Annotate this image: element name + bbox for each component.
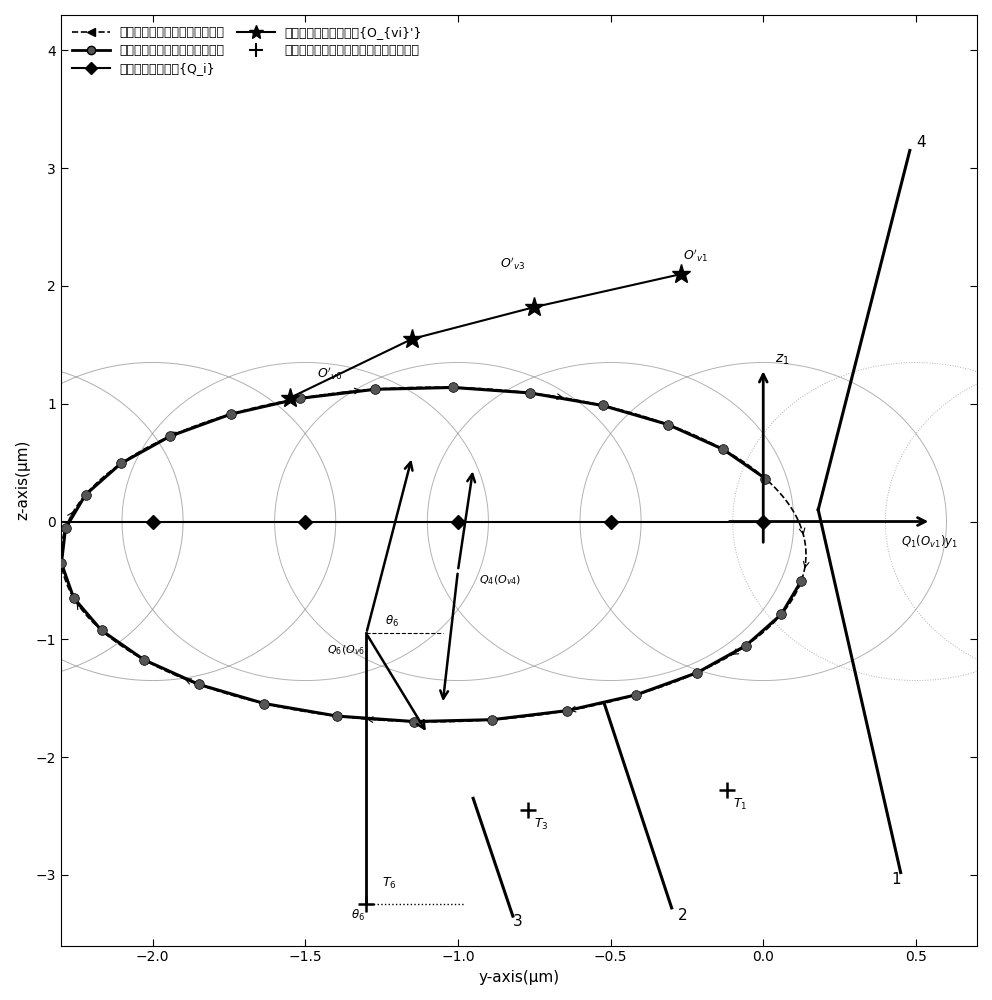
Text: 1: 1	[892, 872, 901, 887]
Text: $O'_{v1}$: $O'_{v1}$	[683, 248, 709, 264]
Text: 2: 2	[678, 908, 687, 923]
X-axis label: y-axis(μm): y-axis(μm)	[478, 970, 559, 985]
Y-axis label: z-axis(μm): z-axis(μm)	[15, 440, 30, 520]
Text: $\theta_6$: $\theta_6$	[385, 614, 399, 629]
Text: $Q_4(O_{v4})$: $Q_4(O_{v4})$	[479, 573, 522, 587]
Text: $\theta_6$: $\theta_6$	[351, 907, 365, 923]
Text: $T_1$: $T_1$	[733, 797, 747, 812]
Text: $O'_{v6}$: $O'_{v6}$	[316, 365, 342, 382]
Text: $Q_6(O_{v6})$: $Q_6(O_{v6})$	[326, 644, 369, 657]
Text: $Q_1(O_{v1})y_1$: $Q_1(O_{v1})y_1$	[901, 533, 958, 550]
Text: 3: 3	[513, 914, 523, 929]
Text: $T_6$: $T_6$	[382, 876, 396, 891]
Text: 4: 4	[916, 135, 926, 150]
Text: $z_1$: $z_1$	[776, 352, 790, 367]
Legend: 超声椭圆振动切削技术运动轨迹, 超声椭圆振动切削技术切削轨迹, 待加工离散点序列{Q_i}, 新的椭圆轨迹中心序列{O_{vi}'}, 超声椭圆振动切削技术运动: 超声椭圆振动切削技术运动轨迹, 超声椭圆振动切削技术切削轨迹, 待加工离散点序列…	[67, 21, 428, 80]
Text: $T_3$: $T_3$	[535, 817, 549, 832]
Text: $O'_{v3}$: $O'_{v3}$	[500, 256, 526, 272]
